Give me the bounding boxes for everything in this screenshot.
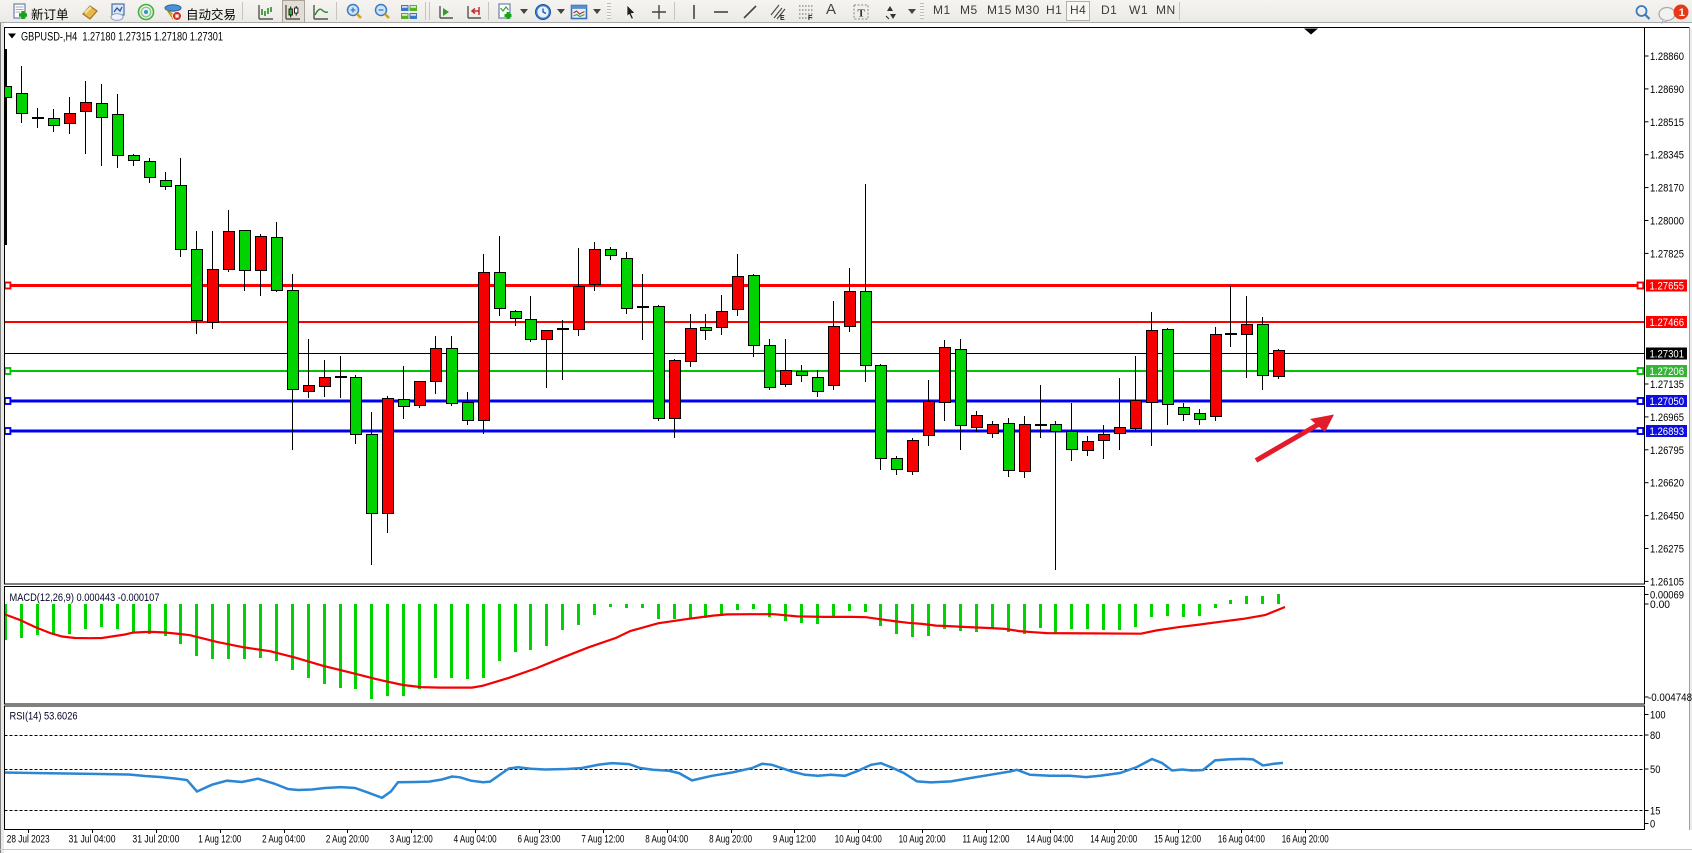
svg-text:1.27825: 1.27825 bbox=[1650, 248, 1684, 260]
svg-text:-0.004748: -0.004748 bbox=[1648, 692, 1692, 704]
svg-text:15: 15 bbox=[1650, 806, 1660, 818]
svg-text:1 Aug 12:00: 1 Aug 12:00 bbox=[198, 834, 241, 846]
svg-text:1.27135: 1.27135 bbox=[1650, 379, 1684, 391]
svg-text:1.28000: 1.28000 bbox=[1650, 216, 1684, 228]
svg-text:0.00069: 0.00069 bbox=[1650, 590, 1684, 602]
svg-text:31 Jul 20:00: 31 Jul 20:00 bbox=[132, 834, 179, 846]
svg-text:F: F bbox=[808, 15, 813, 21]
svg-text:8 Aug 04:00: 8 Aug 04:00 bbox=[645, 834, 688, 846]
svg-text:14 Aug 20:00: 14 Aug 20:00 bbox=[1090, 834, 1137, 846]
svg-text:2 Aug 04:00: 2 Aug 04:00 bbox=[262, 834, 305, 846]
svg-text:1: 1 bbox=[1679, 7, 1685, 19]
svg-text:1.26450: 1.26450 bbox=[1650, 511, 1684, 523]
svg-text:15 Aug 12:00: 15 Aug 12:00 bbox=[1154, 834, 1201, 846]
svg-text:0.00: 0.00 bbox=[1650, 599, 1670, 611]
svg-text:11 Aug 12:00: 11 Aug 12:00 bbox=[963, 834, 1010, 846]
svg-text:6 Aug 23:00: 6 Aug 23:00 bbox=[518, 834, 561, 846]
svg-text:1.26275: 1.26275 bbox=[1650, 544, 1684, 556]
svg-text:80: 80 bbox=[1650, 730, 1660, 742]
svg-text:MACD(12,26,9) 0.000443 -0.0001: MACD(12,26,9) 0.000443 -0.000107 bbox=[10, 592, 160, 604]
svg-text:1.26893: 1.26893 bbox=[1650, 426, 1685, 438]
svg-text:50: 50 bbox=[1650, 764, 1660, 776]
svg-text:1.26620: 1.26620 bbox=[1650, 478, 1684, 490]
svg-text:1.28345: 1.28345 bbox=[1650, 150, 1684, 162]
svg-text:1.27466: 1.27466 bbox=[1650, 317, 1685, 329]
svg-text:GBPUSD-,H4 1.27180 1.27315 1.: GBPUSD-,H4 1.27180 1.27315 1.27180 1.273… bbox=[21, 32, 223, 44]
svg-text:1.28170: 1.28170 bbox=[1650, 183, 1684, 195]
svg-text:1.26965: 1.26965 bbox=[1650, 412, 1684, 424]
svg-text:T: T bbox=[858, 8, 866, 20]
svg-text:7 Aug 12:00: 7 Aug 12:00 bbox=[581, 834, 624, 846]
svg-text:1.27206: 1.27206 bbox=[1650, 366, 1685, 378]
svg-text:1.26795: 1.26795 bbox=[1650, 445, 1684, 457]
svg-text:14 Aug 04:00: 14 Aug 04:00 bbox=[1026, 834, 1073, 846]
svg-text:10 Aug 04:00: 10 Aug 04:00 bbox=[835, 834, 882, 846]
svg-text:E: E bbox=[780, 15, 785, 21]
svg-text:4 Aug 04:00: 4 Aug 04:00 bbox=[454, 834, 497, 846]
svg-text:1.27301: 1.27301 bbox=[1650, 349, 1685, 361]
svg-text:100: 100 bbox=[1650, 710, 1666, 722]
svg-text:8 Aug 20:00: 8 Aug 20:00 bbox=[709, 834, 752, 846]
svg-text:1.28690: 1.28690 bbox=[1650, 84, 1684, 96]
svg-text:28 Jul 2023: 28 Jul 2023 bbox=[7, 834, 50, 846]
svg-text:1.28860: 1.28860 bbox=[1650, 51, 1684, 63]
svg-text:RSI(14) 53.6026: RSI(14) 53.6026 bbox=[10, 711, 78, 723]
svg-text:1.27050: 1.27050 bbox=[1650, 396, 1685, 408]
svg-text:0: 0 bbox=[1650, 819, 1655, 831]
svg-text:16 Aug 04:00: 16 Aug 04:00 bbox=[1218, 834, 1265, 846]
svg-text:1.28515: 1.28515 bbox=[1650, 117, 1684, 129]
svg-text:2 Aug 20:00: 2 Aug 20:00 bbox=[326, 834, 369, 846]
svg-text:10 Aug 20:00: 10 Aug 20:00 bbox=[899, 834, 946, 846]
svg-text:1.27655: 1.27655 bbox=[1650, 281, 1685, 293]
svg-text:31 Jul 04:00: 31 Jul 04:00 bbox=[69, 834, 116, 846]
svg-text:16 Aug 20:00: 16 Aug 20:00 bbox=[1282, 834, 1329, 846]
svg-text:9 Aug 12:00: 9 Aug 12:00 bbox=[773, 834, 816, 846]
svg-text:1.26105: 1.26105 bbox=[1650, 576, 1684, 588]
svg-text:3 Aug 12:00: 3 Aug 12:00 bbox=[390, 834, 433, 846]
